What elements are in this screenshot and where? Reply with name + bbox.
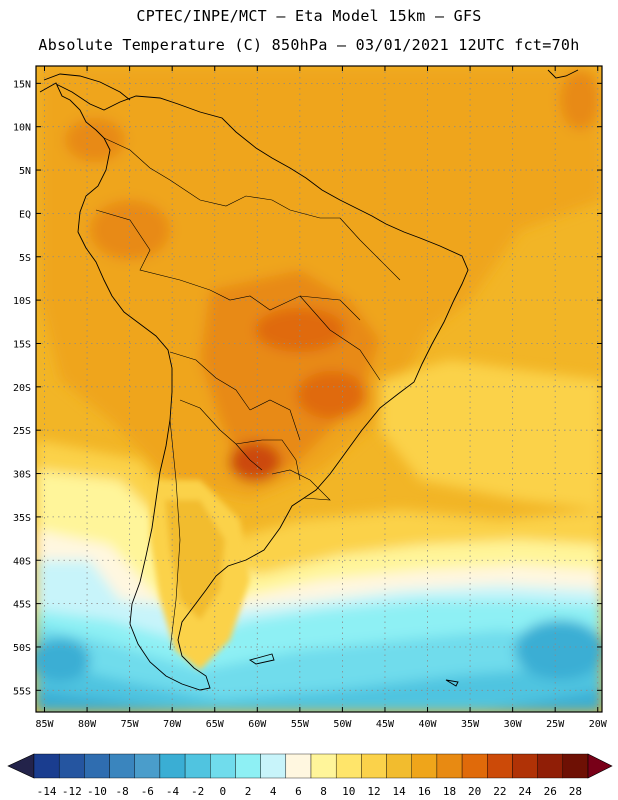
legend-swatch — [361, 753, 387, 779]
lon-tick-label: 35W — [461, 719, 480, 730]
lon-tick-label: 80W — [78, 719, 97, 730]
map-frame — [35, 65, 603, 713]
legend-label: -6 — [141, 785, 154, 798]
lon-tick-label: 50W — [333, 719, 352, 730]
lat-tick-label: 5N — [19, 166, 31, 177]
lat-tick-label: 15S — [13, 339, 31, 350]
lon-tick-label: 45W — [376, 719, 395, 730]
legend-swatch — [58, 753, 85, 779]
lon-tick-label: 60W — [248, 719, 267, 730]
legend-swatch — [109, 753, 135, 779]
legend-label: -14 — [37, 785, 57, 798]
legend-swatch — [335, 753, 362, 779]
lat-tick-label: 15N — [13, 79, 31, 90]
lon-tick-label: 20W — [589, 719, 608, 730]
legend-label: -2 — [191, 785, 204, 798]
legend-swatch — [285, 753, 312, 779]
legend-swatch — [436, 753, 463, 779]
lon-tick-label: 25W — [546, 719, 565, 730]
legend-label: 24 — [518, 785, 532, 798]
legend-label: 6 — [295, 785, 302, 798]
lat-tick-label: 30S — [13, 470, 31, 481]
lat-tick-label: 10N — [13, 123, 31, 134]
lat-tick-label: 25S — [13, 426, 31, 437]
legend-label: 26 — [544, 785, 557, 798]
legend-swatch — [512, 753, 538, 779]
lon-tick-label: 55W — [291, 719, 310, 730]
graticule — [36, 66, 602, 712]
legend-swatch — [210, 753, 236, 779]
legend-label: 22 — [493, 785, 506, 798]
legend-swatch — [461, 753, 488, 779]
lat-tick-label: 50S — [13, 643, 31, 654]
legend-label: 28 — [569, 785, 582, 798]
lon-tick-label: 65W — [206, 719, 225, 730]
lat-tick-label: 20S — [13, 383, 31, 394]
chart-title-line1: CPTEC/INPE/MCT – Eta Model 15km – GFS — [136, 7, 482, 25]
legend-label: -12 — [62, 785, 82, 798]
legend-label: 16 — [418, 785, 431, 798]
legend-label: 2 — [245, 785, 252, 798]
legend-swatch — [84, 753, 110, 779]
legend-swatch — [310, 753, 337, 779]
lat-tick-label: 5S — [19, 253, 31, 264]
legend-label: -4 — [166, 785, 180, 798]
lat-tick-label: 55S — [13, 686, 31, 697]
lat-tick-label: 10S — [13, 296, 31, 307]
legend-label: -8 — [116, 785, 129, 798]
lat-tick-label: 35S — [13, 513, 31, 524]
legend-high-arrow — [587, 753, 613, 779]
lat-tick-label: 45S — [13, 600, 31, 611]
legend-swatch — [235, 753, 261, 779]
legend-label: 8 — [320, 785, 327, 798]
legend-swatch — [537, 753, 564, 779]
legend-swatch — [33, 753, 60, 779]
legend-label: 0 — [220, 785, 227, 798]
coastline — [39, 69, 579, 691]
legend-swatch — [134, 753, 161, 779]
lon-tick-label: 30W — [504, 719, 523, 730]
legend-swatch — [184, 753, 211, 779]
map-axes: 15N 10N 5N EQ 5S 10S 15S 20S 25S 30S 35S 40S 45S 50S 5… — [13, 66, 608, 730]
lat-tick-label: EQ — [19, 209, 31, 220]
legend-label: 10 — [342, 785, 355, 798]
legend-swatch — [487, 753, 513, 779]
lon-tick-label: 70W — [163, 719, 182, 730]
legend-label: 14 — [393, 785, 407, 798]
country-borders — [95, 137, 401, 651]
legend-swatch — [159, 753, 186, 779]
lat-tick-label: 40S — [13, 556, 31, 567]
temperature-field — [36, 66, 602, 712]
lon-tick-label: 75W — [121, 719, 140, 730]
legend-label: 20 — [468, 785, 481, 798]
legend-low-arrow — [7, 753, 35, 779]
legend-swatch — [562, 753, 589, 779]
legend-label: 18 — [443, 785, 456, 798]
legend-swatch — [411, 753, 438, 779]
legend-label: 4 — [270, 785, 277, 798]
lon-tick-label: 85W — [35, 719, 54, 730]
lon-tick-label: 40W — [418, 719, 437, 730]
legend-label: 12 — [367, 785, 380, 798]
legend-swatch — [260, 753, 287, 779]
legend-swatch — [386, 753, 412, 779]
chart-title-line2: Absolute Temperature (C) 850hPa – 03/01/… — [38, 36, 580, 54]
legend-label: -10 — [87, 785, 107, 798]
color-legend: -14 -12 -10 -8 -6 -4 -2 0 2 4 6 8 10 12 14 16 18 20 22 24 26… — [7, 753, 613, 798]
